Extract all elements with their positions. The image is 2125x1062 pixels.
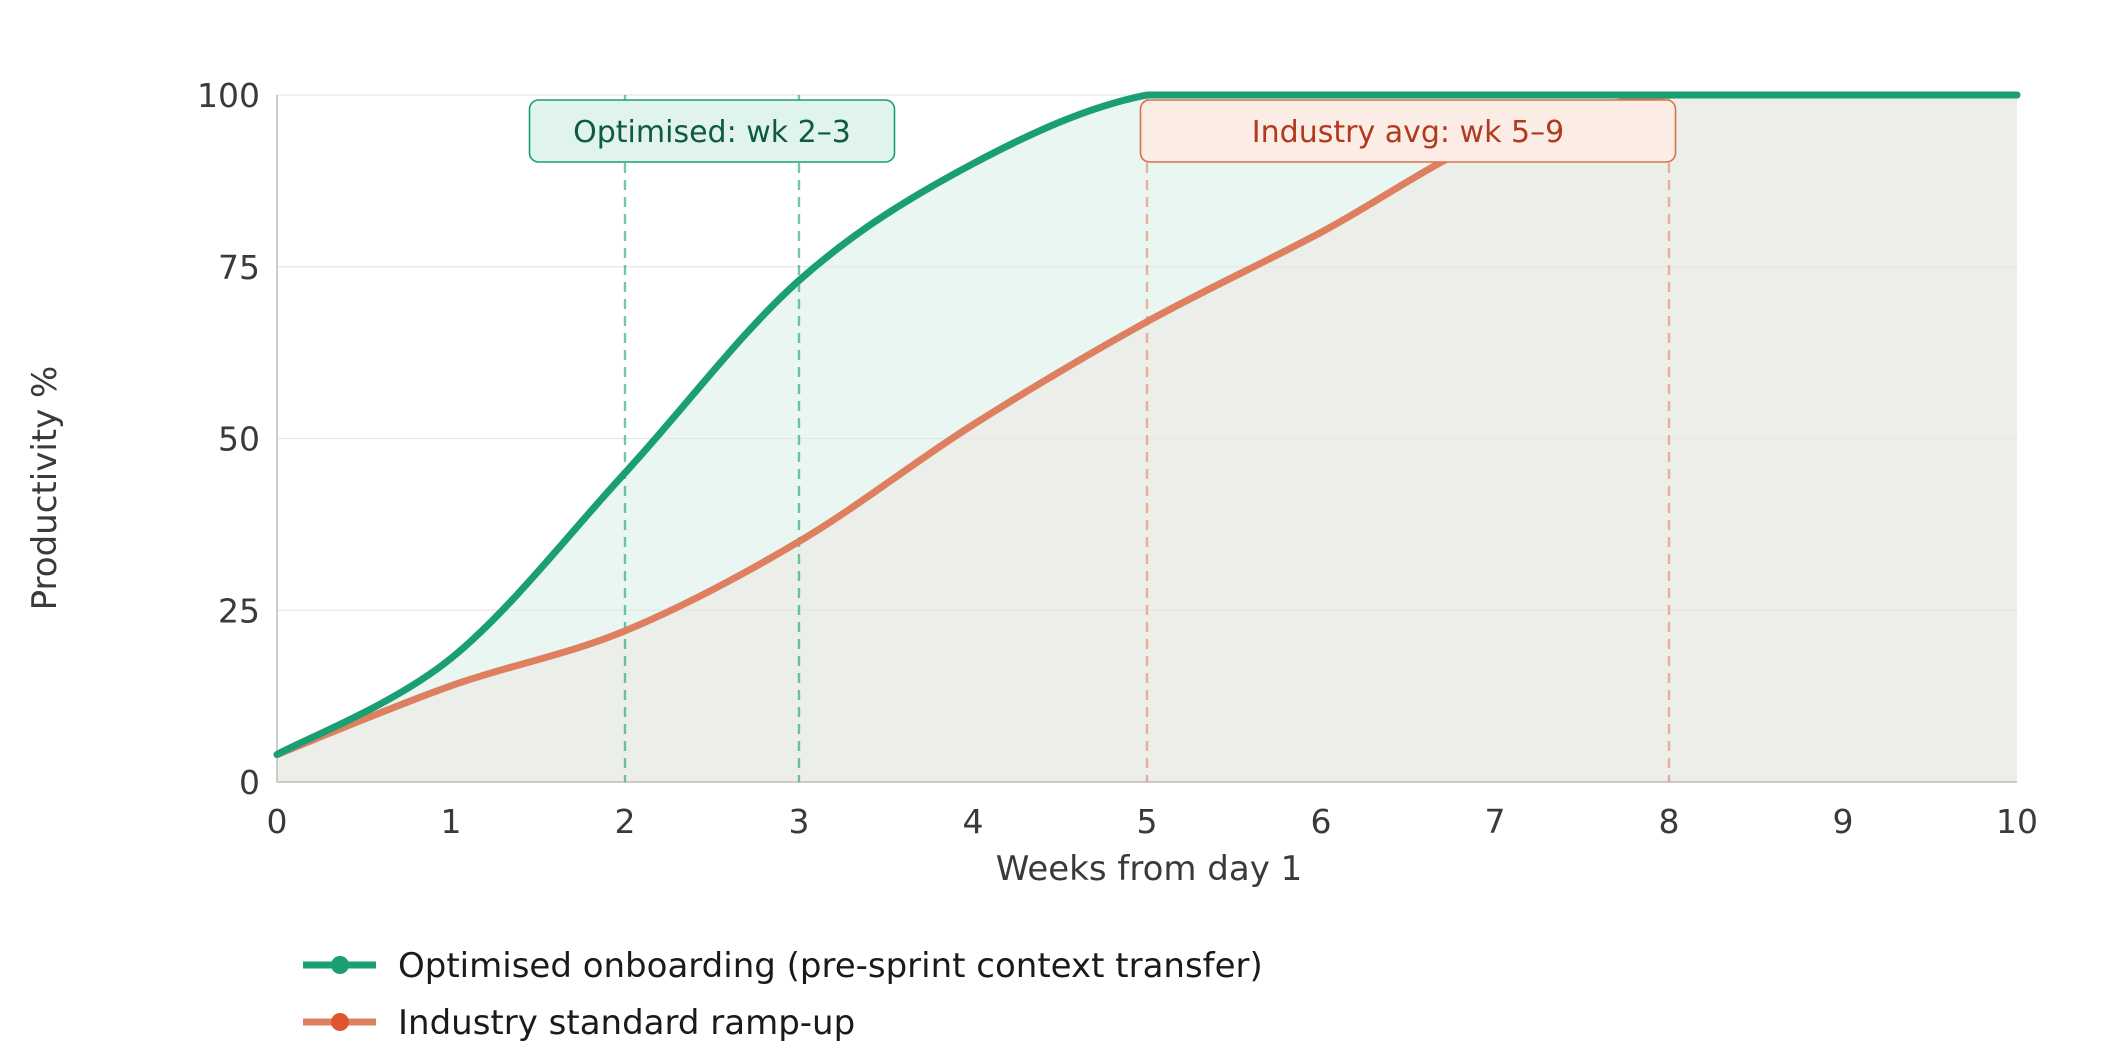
y-tick-label: 100 [197, 76, 260, 115]
x-axis-title: Weeks from day 1 [996, 849, 1303, 889]
y-tick-label: 0 [239, 763, 260, 802]
annotation-label: Optimised: wk 2–3 [573, 115, 851, 150]
x-tick-label: 1 [441, 802, 462, 841]
legend-swatch-marker [331, 1013, 349, 1031]
annotations: Optimised: wk 2–3 Industry avg: wk 5–9 [528, 99, 1677, 163]
x-tick-label: 9 [1833, 802, 1854, 841]
x-tick-label: 3 [789, 802, 810, 841]
x-tick-label: 0 [267, 802, 288, 841]
x-tick-label: 8 [1659, 802, 1680, 841]
annotation-label: Industry avg: wk 5–9 [1252, 115, 1564, 150]
legend: Optimised onboarding (pre-sprint context… [303, 946, 1263, 1043]
series-lines [273, 91, 2021, 759]
reference-lines [623, 95, 1671, 782]
legend-label: Optimised onboarding (pre-sprint context… [398, 946, 1263, 986]
annotation-box [528, 99, 896, 163]
x-tick-label: 4 [963, 802, 984, 841]
x-tick-label: 10 [1996, 802, 2038, 841]
x-tick-label: 5 [1137, 802, 1158, 841]
y-tick-label: 50 [218, 420, 260, 459]
legend-label: Industry standard ramp-up [398, 1003, 855, 1043]
y-tick-label: 75 [218, 248, 260, 287]
series-line-optimised [273, 91, 2021, 759]
y-axis-title: Productivity % [25, 366, 65, 611]
x-tick-label: 6 [1311, 802, 1332, 841]
annotation-box [1139, 99, 1677, 163]
legend-swatch-marker [331, 956, 349, 974]
y-tick-label: 25 [218, 591, 260, 630]
x-tick-label: 2 [615, 802, 636, 841]
x-tick-label: 7 [1485, 802, 1506, 841]
